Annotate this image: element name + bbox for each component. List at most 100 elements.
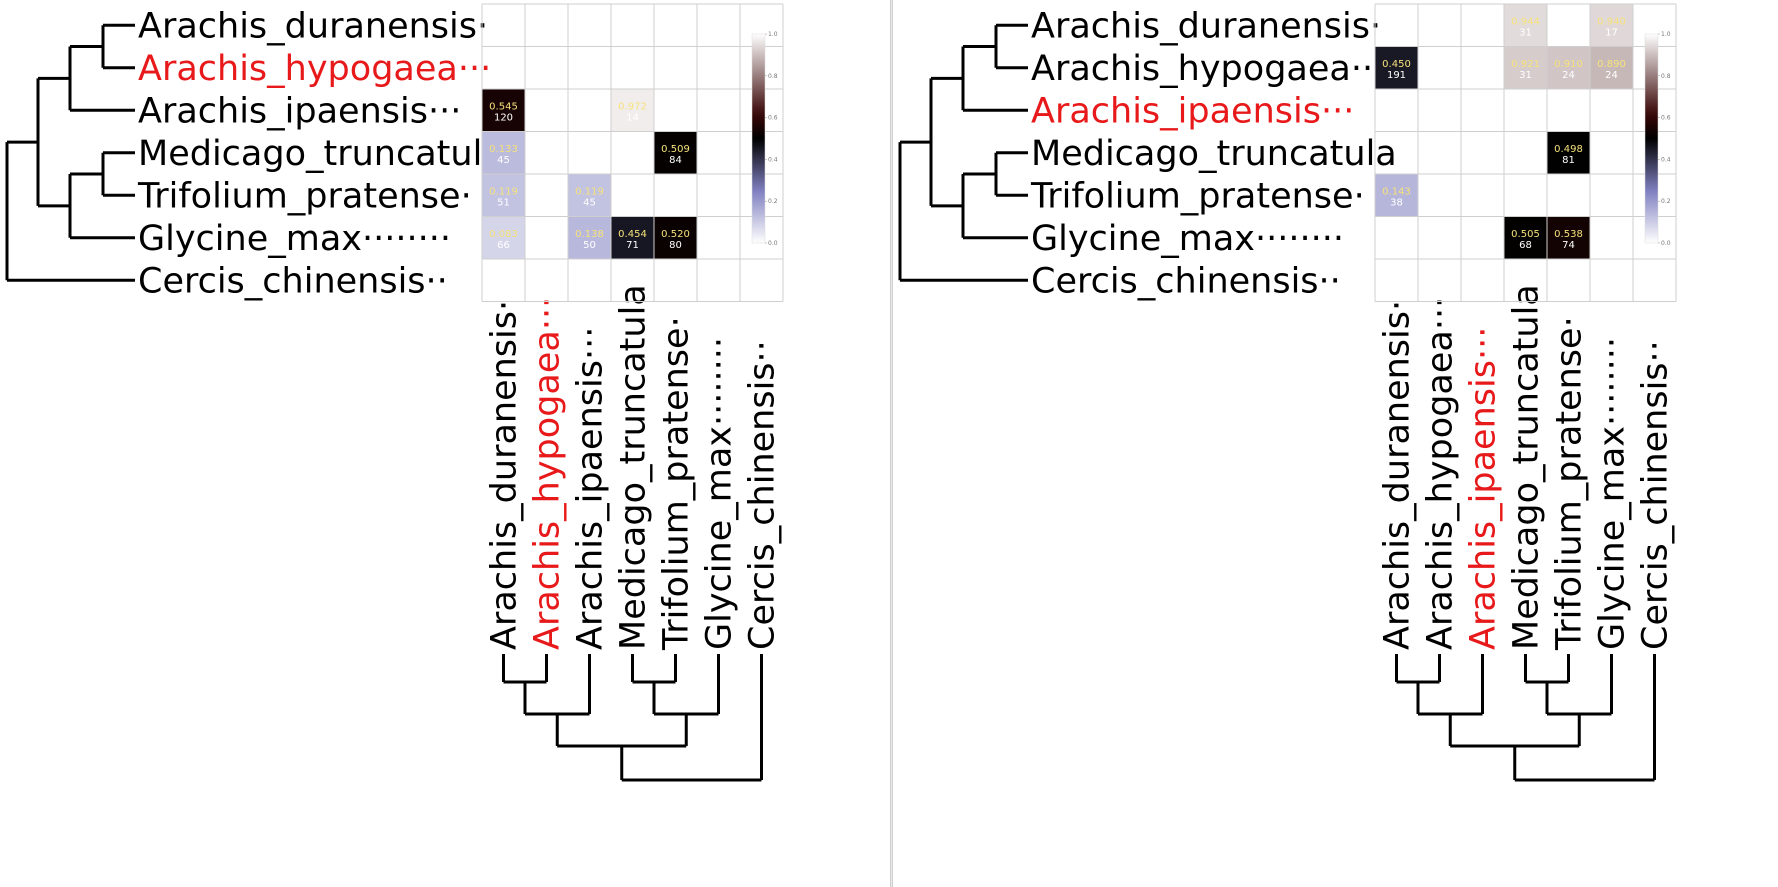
cell-value-label: 0.138 bbox=[575, 229, 604, 240]
column-label: Glycine_max········ bbox=[700, 337, 740, 650]
cell-value-label: 0.119 bbox=[575, 186, 604, 197]
row-label: Cercis_chinensis·· bbox=[138, 261, 448, 301]
cell-count-label: 68 bbox=[1519, 240, 1532, 251]
colorbar-tick-label: 0.6 bbox=[768, 115, 778, 122]
column-label: Arachis_ipaensis··· bbox=[571, 327, 611, 650]
row-label: Arachis_duranensis· bbox=[138, 6, 488, 46]
heatmap-cell bbox=[1547, 46, 1590, 89]
colorbar-tick-label: 0.2 bbox=[768, 198, 778, 205]
row-label: Medicago_truncatula bbox=[1031, 134, 1397, 174]
cell-count-label: 66 bbox=[497, 240, 510, 251]
row-label: Arachis_hypogaea··· bbox=[138, 49, 491, 89]
cell-count-label: 84 bbox=[669, 155, 682, 166]
heatmap-cell bbox=[1504, 216, 1547, 259]
heatmap-cell bbox=[1504, 4, 1547, 47]
cell-count-label: 81 bbox=[1562, 155, 1575, 166]
cell-count-label: 51 bbox=[497, 197, 510, 208]
cell-count-label: 191 bbox=[1387, 70, 1406, 81]
heatmap-cell bbox=[482, 89, 525, 132]
heatmap-cell bbox=[654, 216, 697, 259]
cell-value-label: 0.498 bbox=[1554, 144, 1583, 155]
cell-count-label: 45 bbox=[583, 197, 596, 208]
cell-value-label: 0.921 bbox=[1511, 59, 1540, 70]
cell-value-label: 0.505 bbox=[1511, 229, 1540, 240]
column-label: Arachis_duranensis· bbox=[485, 300, 525, 650]
heatmap-cell bbox=[482, 131, 525, 174]
cell-value-label: 0.509 bbox=[661, 144, 690, 155]
heatmap-panel-left: Arachis_duranensis· Arachis_hypogaea··· Ar… bbox=[0, 0, 891, 887]
heatmap-cell bbox=[568, 174, 611, 217]
cell-count-label: 17 bbox=[1605, 27, 1618, 38]
cell-value-label: 0.944 bbox=[1511, 16, 1540, 27]
cell-value-label: 0.520 bbox=[661, 229, 690, 240]
row-label: Medicago_truncatula bbox=[138, 134, 504, 174]
heatmap-panel-right: Arachis_duranensis· Arachis_hypogaea··· Ar… bbox=[892, 0, 1778, 887]
colorbar-tick-label: 0.6 bbox=[1661, 115, 1671, 122]
heatmap-grid bbox=[1374, 3, 1677, 302]
cell-count-label: 80 bbox=[669, 240, 682, 251]
cell-value-label: 0.538 bbox=[1554, 229, 1583, 240]
heatmap-grid bbox=[481, 3, 784, 302]
heatmap-cell bbox=[1504, 46, 1547, 89]
cell-count-label: 74 bbox=[1562, 240, 1575, 251]
heatmap-cell bbox=[568, 216, 611, 259]
heatmap-cell bbox=[1590, 4, 1633, 47]
row-label: Glycine_max········ bbox=[138, 219, 451, 259]
cell-value-label: 0.119 bbox=[489, 186, 518, 197]
cell-count-label: 120 bbox=[494, 112, 513, 123]
row-label: Glycine_max········ bbox=[1031, 219, 1344, 259]
heatmap-cell bbox=[1547, 131, 1590, 174]
heatmap-chart-left: Arachis_duranensis·Arachis_hypogaea···Ar… bbox=[5, 3, 784, 782]
heatmap-cell bbox=[1375, 174, 1418, 217]
column-dendrogram bbox=[502, 654, 763, 782]
cell-value-label: 0.972 bbox=[618, 101, 647, 112]
heatmap-cells: 0.944310.940170.4501910.921310.910240.89… bbox=[1375, 4, 1633, 259]
colorbar bbox=[1644, 33, 1659, 244]
heatmap-cell bbox=[654, 131, 697, 174]
column-label: Trifolium_pratense· bbox=[657, 316, 697, 651]
cell-count-label: 38 bbox=[1390, 197, 1403, 208]
cell-value-label: 0.083 bbox=[489, 229, 518, 240]
row-label: Trifolium_pratense· bbox=[1030, 176, 1365, 216]
column-label: Glycine_max········ bbox=[1593, 337, 1633, 650]
heatmap-cell bbox=[482, 216, 525, 259]
cell-count-label: 31 bbox=[1519, 70, 1532, 81]
column-dendrogram bbox=[1395, 654, 1656, 782]
colorbar-tick-label: 0.2 bbox=[1661, 198, 1671, 205]
heatmap-cell bbox=[1590, 46, 1633, 89]
column-label: Medicago_truncatula bbox=[614, 284, 654, 650]
cell-value-label: 0.133 bbox=[489, 144, 518, 155]
column-label: Medicago_truncatula bbox=[1507, 284, 1547, 650]
column-label: Arachis_duranensis· bbox=[1378, 300, 1418, 650]
cell-value-label: 0.450 bbox=[1382, 59, 1411, 70]
heatmap-cell bbox=[611, 89, 654, 132]
cell-value-label: 0.940 bbox=[1597, 16, 1626, 27]
colorbar bbox=[751, 33, 766, 244]
cell-count-label: 24 bbox=[1562, 70, 1575, 81]
row-label: Arachis_hypogaea··· bbox=[1031, 49, 1384, 89]
cell-value-label: 0.545 bbox=[489, 101, 518, 112]
row-label: Arachis_duranensis· bbox=[1031, 6, 1381, 46]
row-label: Arachis_ipaensis··· bbox=[138, 91, 461, 131]
column-label: Cercis_chinensis·· bbox=[743, 340, 783, 650]
row-label: Arachis_ipaensis··· bbox=[1031, 91, 1354, 131]
cell-count-label: 71 bbox=[626, 240, 639, 251]
heatmap-chart-right: Arachis_duranensis·Arachis_hypogaea···Ar… bbox=[898, 3, 1677, 782]
cell-value-label: 0.890 bbox=[1597, 59, 1626, 70]
colorbar-tick-label: 0.4 bbox=[768, 156, 778, 163]
heatmap-cell bbox=[611, 216, 654, 259]
row-label: Trifolium_pratense· bbox=[137, 176, 472, 216]
colorbar-tick-label: 1.0 bbox=[768, 31, 778, 38]
column-label: Trifolium_pratense· bbox=[1550, 316, 1590, 651]
row-label: Cercis_chinensis·· bbox=[1031, 261, 1341, 301]
colorbar-tick-label: 0.8 bbox=[1661, 73, 1671, 80]
heatmap-cell bbox=[1375, 46, 1418, 89]
cell-value-label: 0.454 bbox=[618, 229, 647, 240]
row-dendrogram bbox=[5, 23, 135, 282]
column-label: Arachis_hypogaea··· bbox=[1421, 297, 1461, 650]
heatmap-cell bbox=[1547, 216, 1590, 259]
colorbar-tick-label: 0.8 bbox=[768, 73, 778, 80]
cell-count-label: 50 bbox=[583, 240, 596, 251]
colorbar-tick-label: 0.0 bbox=[768, 240, 778, 247]
cell-count-label: 14 bbox=[626, 112, 639, 123]
